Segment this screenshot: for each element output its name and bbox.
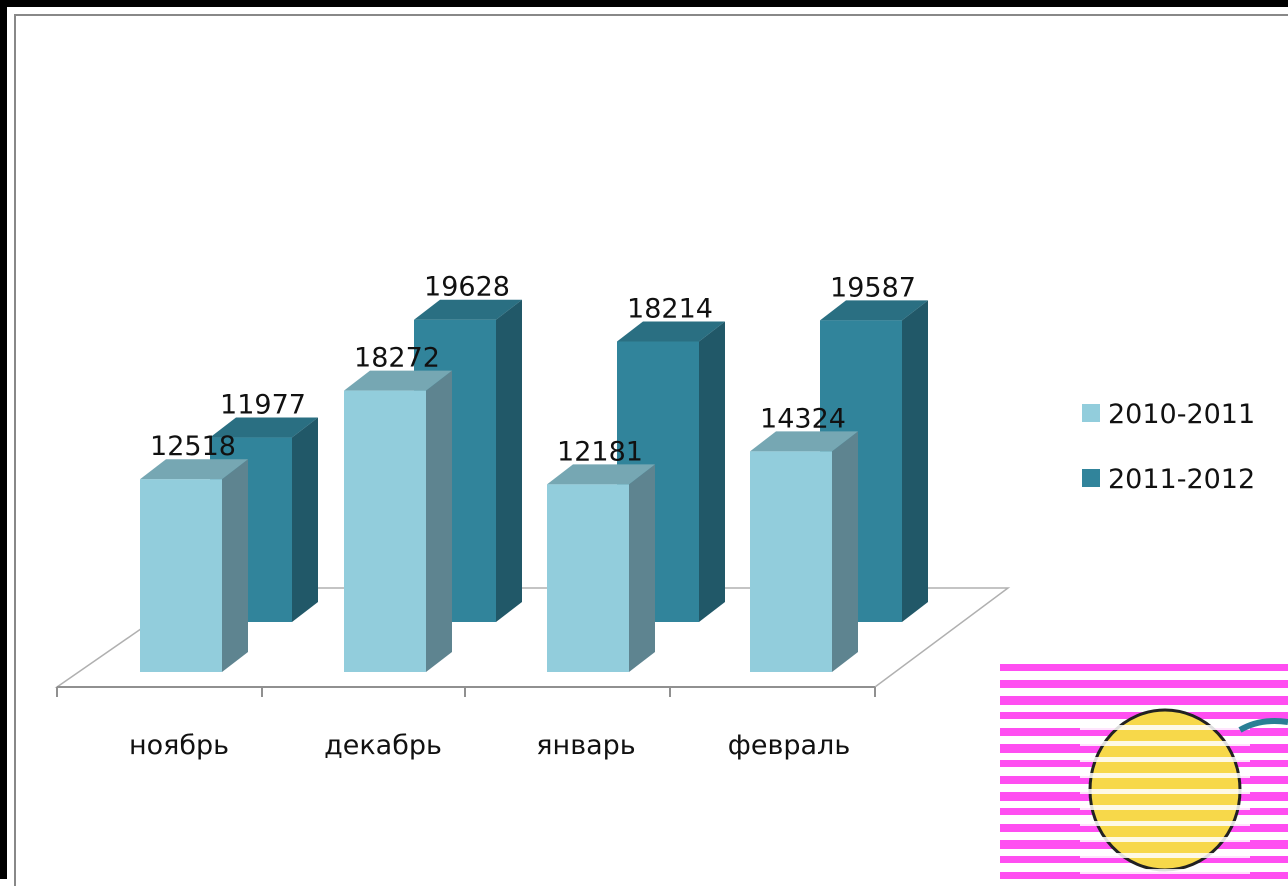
series-2011-2012-bars bbox=[210, 299, 928, 622]
legend-label: 2010-2011 bbox=[1108, 399, 1255, 430]
bar-2011-2012-1-side bbox=[496, 299, 522, 622]
category-axis-labels: ноябрь декабрь январь февраль bbox=[129, 730, 850, 761]
sticker-glitch bbox=[1080, 805, 1250, 810]
sticker-stripe bbox=[1000, 872, 1288, 879]
bar-2010-2011-2-front bbox=[547, 484, 629, 672]
bar-2010-2011-2-top bbox=[547, 464, 655, 485]
bar-2010-2011-3 bbox=[750, 431, 858, 672]
bar-2010-2011-3-top bbox=[750, 431, 858, 452]
sticker-stripe bbox=[1000, 680, 1288, 688]
sticker-art bbox=[1000, 650, 1288, 879]
bar-2010-2011-1-top bbox=[344, 370, 452, 391]
bar-2011-2012-2-top bbox=[617, 321, 725, 342]
legend-swatch bbox=[1082, 404, 1100, 422]
data-label-2010-2011: 14324 bbox=[760, 403, 846, 434]
bar-2010-2011-3-side bbox=[832, 431, 858, 672]
data-label-2010-2011: 12518 bbox=[150, 431, 236, 462]
sticker-glitch bbox=[1080, 789, 1250, 794]
bar-2010-2011-3-front bbox=[750, 451, 832, 672]
data-label-2011-2012: 19628 bbox=[424, 272, 510, 303]
data-label-2010-2011: 18272 bbox=[354, 343, 440, 374]
sticker-glitch bbox=[1080, 853, 1250, 858]
bar-2010-2011-0-side bbox=[222, 459, 248, 672]
sticker-glitch bbox=[1080, 741, 1250, 746]
category-label: ноябрь bbox=[129, 730, 229, 761]
data-label-2011-2012: 11977 bbox=[220, 390, 306, 421]
category-label: декабрь bbox=[324, 730, 442, 761]
legend-label: 2011-2012 bbox=[1108, 464, 1255, 495]
category-label: январь bbox=[536, 730, 635, 761]
bar-2010-2011-2-side bbox=[629, 464, 655, 672]
chart-frame-inner bbox=[14, 14, 1288, 886]
data-label-2010-2011: 12181 bbox=[557, 436, 643, 467]
bar-2010-2011-1 bbox=[344, 370, 452, 672]
data-label-2011-2012: 18214 bbox=[627, 294, 713, 325]
bar-2010-2011-0-top bbox=[140, 459, 248, 480]
sticker-glitch bbox=[1080, 821, 1250, 826]
bar-2010-2011-0-front bbox=[140, 479, 222, 672]
sticker-stripe bbox=[1000, 664, 1288, 671]
bar-2011-2012-3-side bbox=[902, 300, 928, 622]
legend-item: 2010-2011 bbox=[1082, 399, 1255, 430]
bar-2011-2012-3 bbox=[820, 300, 928, 622]
sticker-glitch bbox=[1080, 725, 1250, 730]
data-labels: 11977 19628 18214 19587 12518 18272 12181 14324 bbox=[150, 272, 916, 468]
bar-2011-2012-1-top bbox=[414, 299, 522, 320]
bar-2010-2011-1-side bbox=[426, 370, 452, 672]
sticker-glitch bbox=[1080, 773, 1250, 778]
bar-2011-2012-3-top bbox=[820, 300, 928, 321]
legend-item: 2011-2012 bbox=[1082, 464, 1255, 495]
bar-2010-2011-1-front bbox=[344, 390, 426, 672]
bar-2011-2012-0-top bbox=[210, 417, 318, 438]
sticker-stripe bbox=[1000, 696, 1288, 705]
corner-sticker-image bbox=[1000, 650, 1288, 879]
sticker-glitch bbox=[1080, 869, 1250, 874]
bar-2011-2012-0-side bbox=[292, 417, 318, 622]
category-label: февраль bbox=[728, 730, 850, 761]
bar-2010-2011-0 bbox=[140, 459, 248, 672]
legend-swatch bbox=[1082, 469, 1100, 487]
sticker-glitch bbox=[1080, 757, 1250, 762]
bar-2011-2012-2-side bbox=[699, 321, 725, 622]
sticker-stroke bbox=[1238, 718, 1288, 733]
legend: 2010-2011 2011-2012 bbox=[1082, 399, 1255, 495]
data-label-2011-2012: 19587 bbox=[830, 272, 916, 303]
series-2010-2011-bars bbox=[140, 370, 858, 672]
sticker-glitch bbox=[1080, 837, 1250, 842]
bar-2010-2011-2 bbox=[547, 464, 655, 672]
